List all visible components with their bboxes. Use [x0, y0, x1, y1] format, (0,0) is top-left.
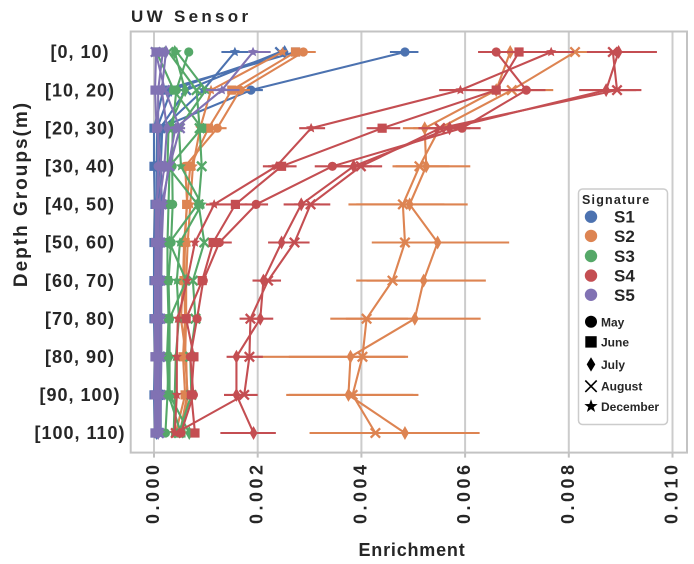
svg-text:[80, 90): [80, 90)	[45, 347, 115, 367]
svg-text:[30, 40): [30, 40)	[45, 157, 115, 177]
svg-text:UW Sensor: UW Sensor	[131, 7, 251, 26]
svg-text:0.010: 0.010	[662, 461, 682, 524]
svg-text:[20, 30): [20, 30)	[45, 118, 115, 138]
svg-text:[40, 50): [40, 50)	[45, 195, 115, 215]
svg-text:[10, 20): [10, 20)	[45, 80, 115, 100]
svg-text:S3: S3	[614, 247, 635, 266]
svg-text:Signature: Signature	[582, 193, 650, 207]
svg-text:[0, 10): [0, 10)	[50, 42, 109, 62]
svg-text:0.000: 0.000	[143, 461, 163, 524]
svg-text:Enrichment: Enrichment	[358, 540, 465, 560]
svg-text:December: December	[601, 400, 659, 414]
svg-text:[70, 80): [70, 80)	[45, 309, 115, 329]
svg-text:S1: S1	[614, 208, 635, 227]
svg-text:Depth Groups(m): Depth Groups(m)	[11, 101, 32, 287]
svg-text:0.006: 0.006	[454, 461, 474, 524]
svg-text:July: July	[601, 358, 625, 372]
svg-text:[90, 100): [90, 100)	[39, 385, 120, 405]
svg-text:[50, 60): [50, 60)	[45, 233, 115, 253]
svg-text:S2: S2	[614, 227, 635, 246]
svg-text:[60, 70): [60, 70)	[45, 271, 115, 291]
svg-text:June: June	[601, 335, 629, 349]
svg-text:0.002: 0.002	[247, 461, 267, 524]
svg-text:S4: S4	[614, 267, 635, 286]
svg-text:0.008: 0.008	[558, 461, 578, 524]
svg-text:May: May	[601, 315, 625, 329]
svg-text:August: August	[601, 380, 642, 394]
svg-text:S5: S5	[614, 286, 635, 305]
svg-text:[100, 110): [100, 110)	[34, 423, 125, 443]
svg-text:0.004: 0.004	[350, 461, 370, 524]
